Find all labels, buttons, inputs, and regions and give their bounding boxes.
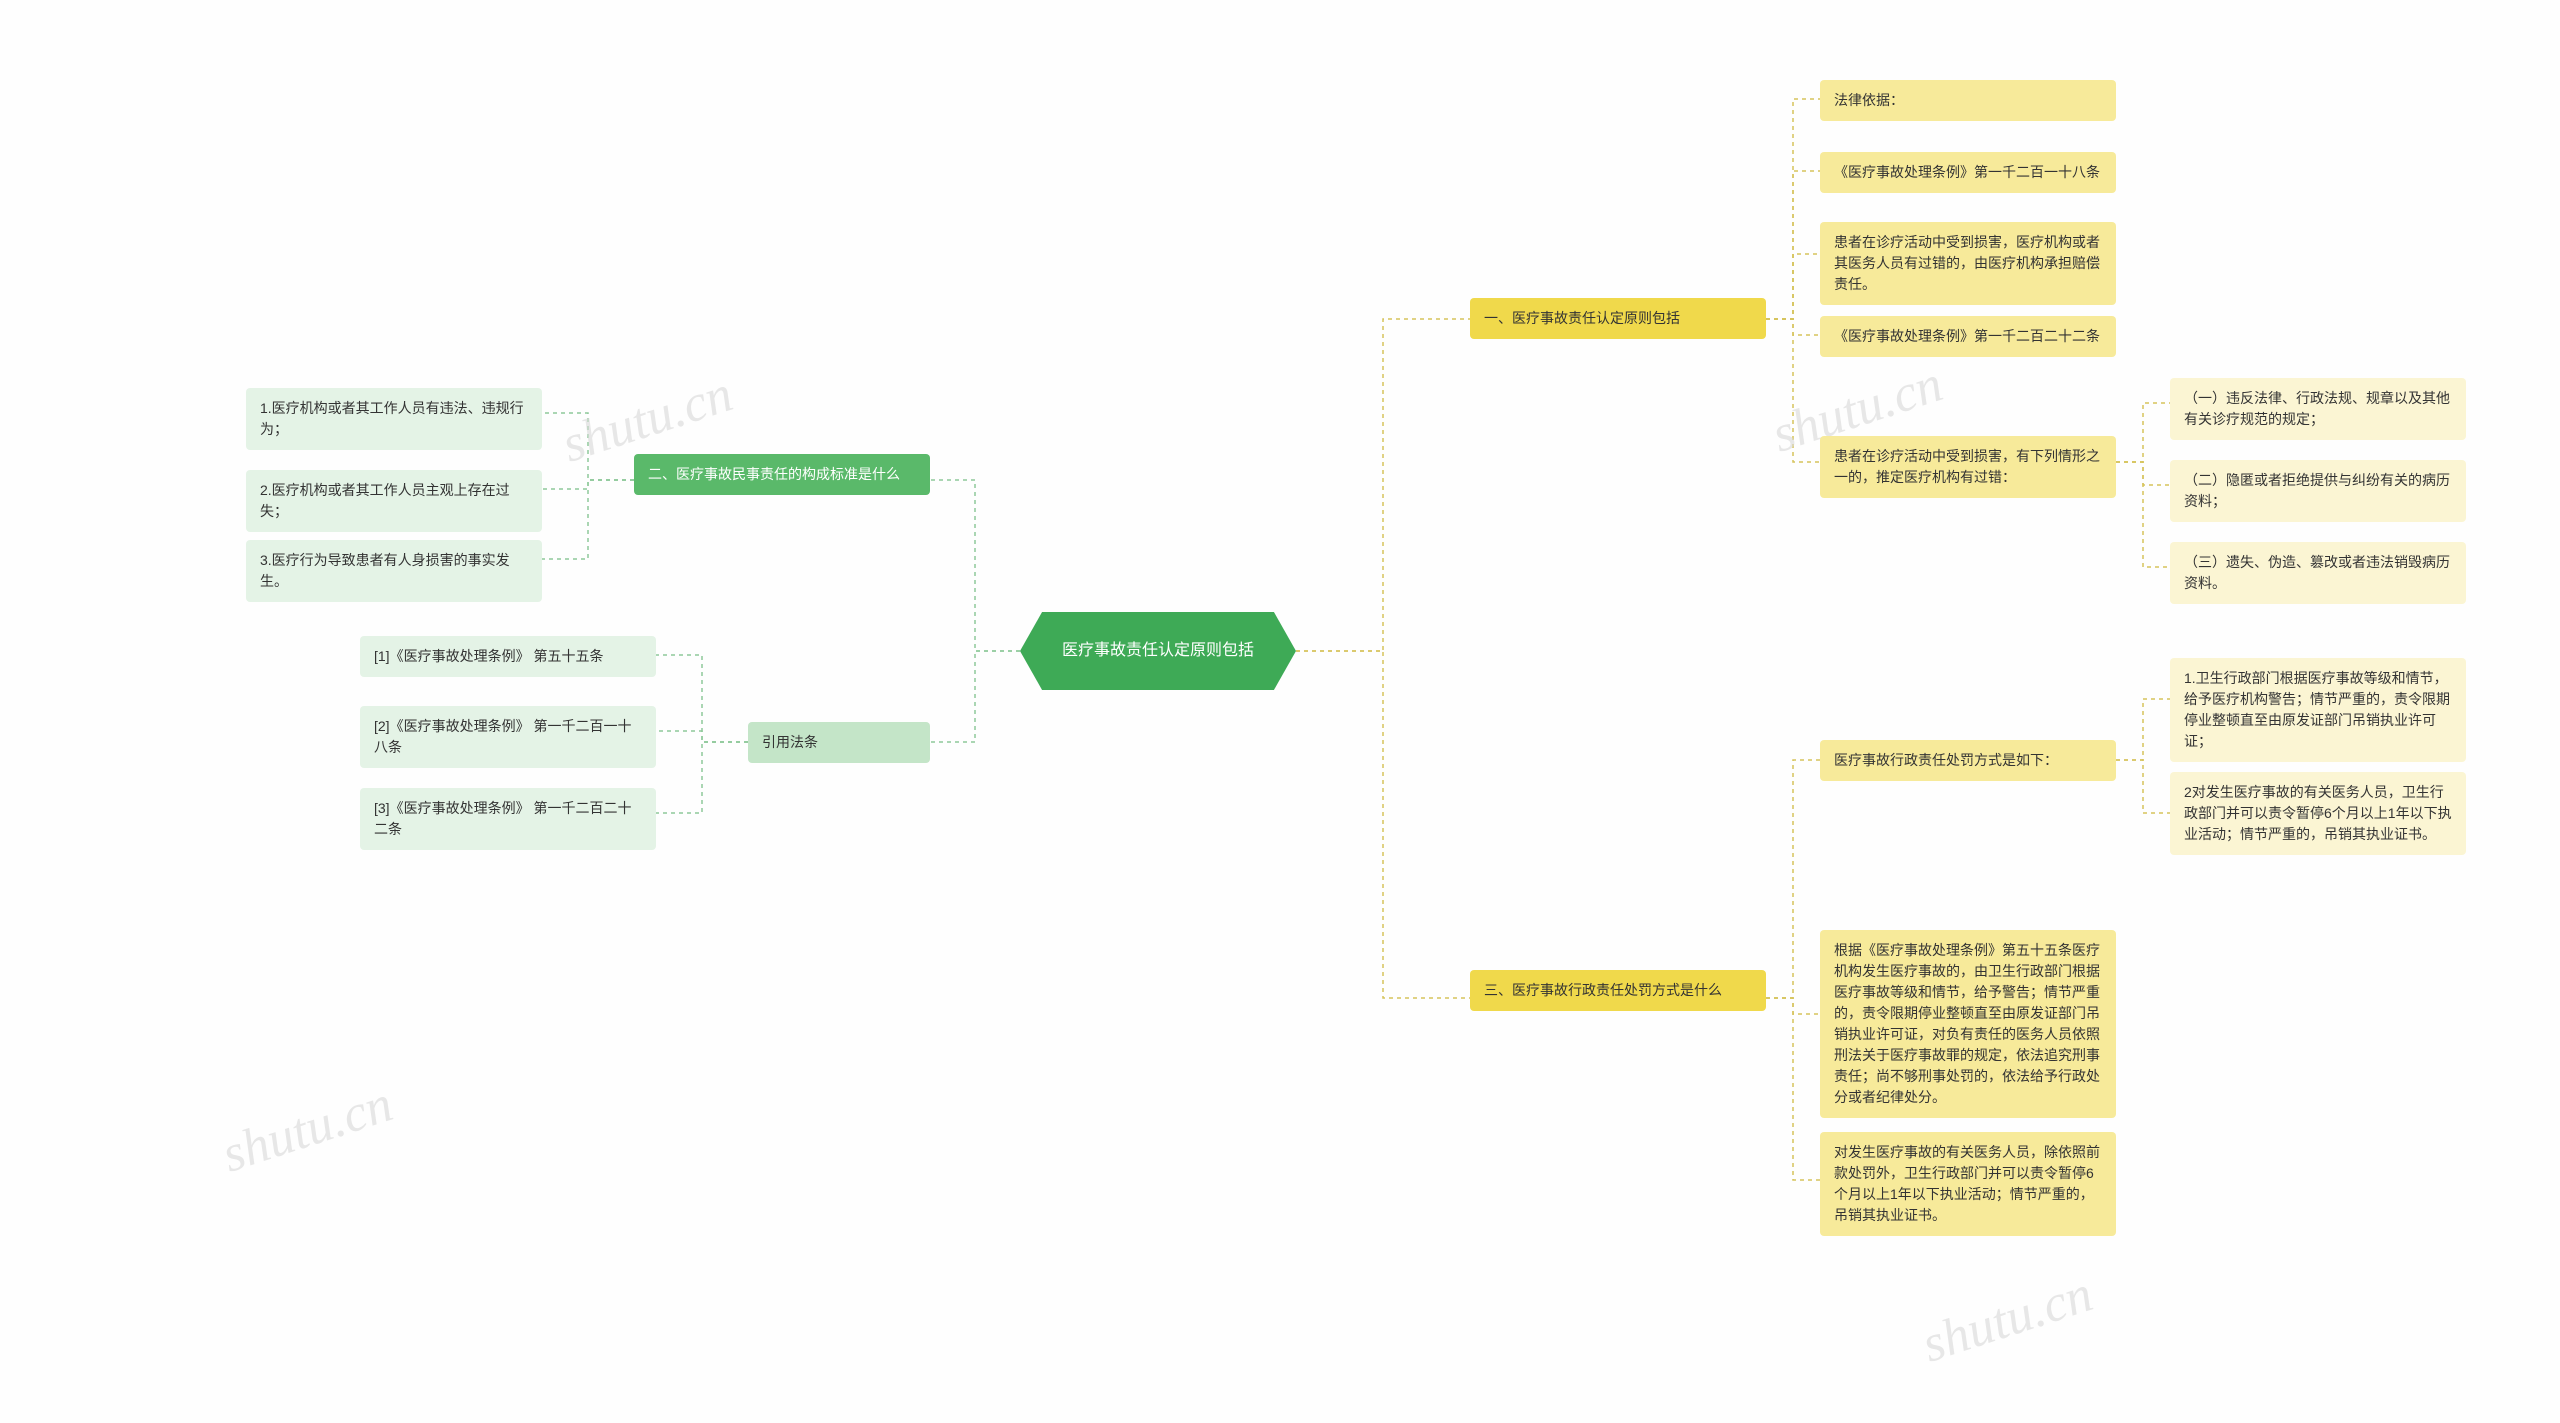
watermark-2: shutu.cn <box>215 1074 399 1184</box>
right-node-r2c2: 根据《医疗事故处理条例》第五十五条医疗机构发生医疗事故的，由卫生行政部门根据医疗… <box>1820 930 2116 1118</box>
right-node-r1c5: 患者在诊疗活动中受到损害，有下列情形之一的，推定医疗机构有过错： <box>1820 436 2116 498</box>
root-node: 医疗事故责任认定原则包括 <box>1020 612 1296 690</box>
right-node-r1c5c: （三）遗失、伪造、篡改或者违法销毁病历资料。 <box>2170 542 2466 604</box>
right-node-r1c2: 《医疗事故处理条例》第一千二百一十八条 <box>1820 152 2116 193</box>
left-node-l1: 二、医疗事故民事责任的构成标准是什么 <box>634 454 930 495</box>
right-node-r2c1b: 2对发生医疗事故的有关医务人员，卫生行政部门并可以责令暂停6个月以上1年以下执业… <box>2170 772 2466 855</box>
right-node-r1c3: 患者在诊疗活动中受到损害，医疗机构或者其医务人员有过错的，由医疗机构承担赔偿责任… <box>1820 222 2116 305</box>
right-node-r1: 一、医疗事故责任认定原则包括 <box>1470 298 1766 339</box>
left-node-l1c2: 2.医疗机构或者其工作人员主观上存在过失； <box>246 470 542 532</box>
right-node-r2c1: 医疗事故行政责任处罚方式是如下： <box>1820 740 2116 781</box>
left-node-l2c3: [3]《医疗事故处理条例》 第一千二百二十二条 <box>360 788 656 850</box>
left-node-l1c3: 3.医疗行为导致患者有人身损害的事实发生。 <box>246 540 542 602</box>
right-node-r2: 三、医疗事故行政责任处罚方式是什么 <box>1470 970 1766 1011</box>
left-node-l2c1: [1]《医疗事故处理条例》 第五十五条 <box>360 636 656 677</box>
left-node-l1c1: 1.医疗机构或者其工作人员有违法、违规行为； <box>246 388 542 450</box>
right-node-r1c4: 《医疗事故处理条例》第一千二百二十二条 <box>1820 316 2116 357</box>
right-node-r1c5b: （二）隐匿或者拒绝提供与纠纷有关的病历资料； <box>2170 460 2466 522</box>
right-node-r2c3: 对发生医疗事故的有关医务人员，除依照前款处罚外，卫生行政部门并可以责令暂停6个月… <box>1820 1132 2116 1236</box>
right-node-r2c1a: 1.卫生行政部门根据医疗事故等级和情节，给予医疗机构警告；情节严重的，责令限期停… <box>2170 658 2466 762</box>
left-node-l2: 引用法条 <box>748 722 930 763</box>
right-node-r1c1: 法律依据： <box>1820 80 2116 121</box>
watermark-3: shutu.cn <box>1915 1264 2099 1374</box>
right-node-r1c5a: （一）违反法律、行政法规、规章以及其他有关诊疗规范的规定； <box>2170 378 2466 440</box>
left-node-l2c2: [2]《医疗事故处理条例》 第一千二百一十八条 <box>360 706 656 768</box>
